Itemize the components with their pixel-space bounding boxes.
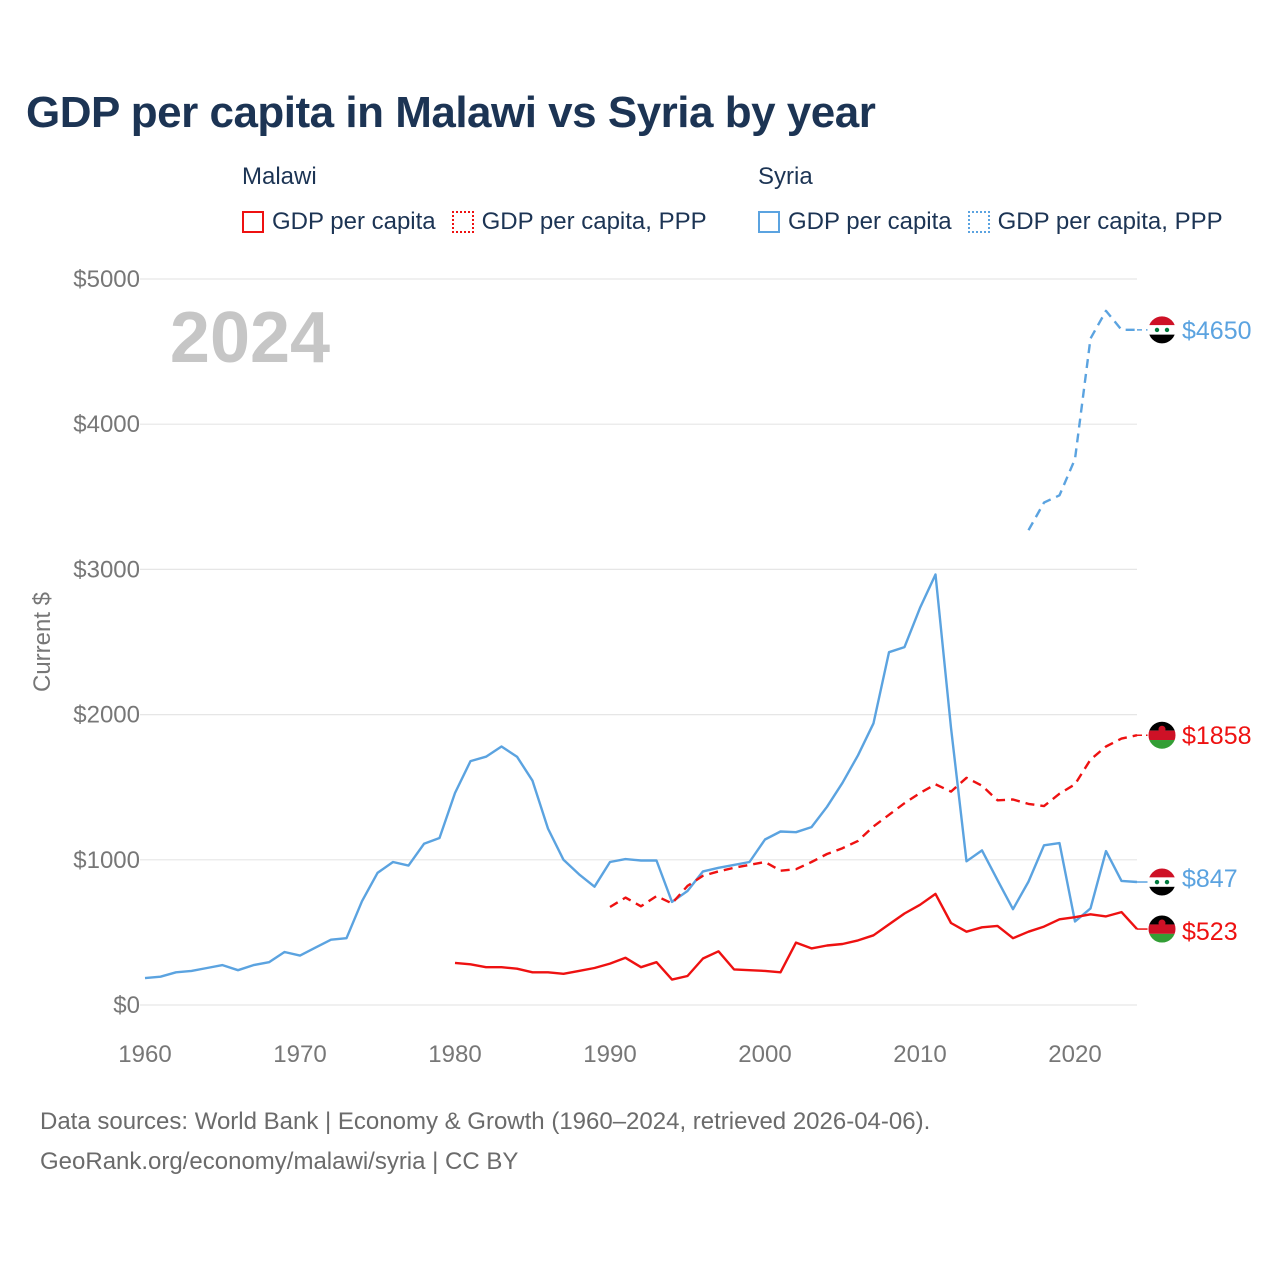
y-tick-label: $1000 [73, 847, 140, 874]
malawi-gdp-ppp-line [609, 734, 1138, 909]
syria-flag-icon [1147, 867, 1177, 897]
legend-country-syria: Syria [758, 163, 813, 190]
malawi-flag-icon [1147, 914, 1177, 944]
y-tick-label: $3000 [73, 556, 140, 583]
legend-swatch-solid-red [242, 211, 264, 233]
legend-country-malawi: Malawi [242, 163, 317, 190]
malawi-gdp-line [454, 892, 1138, 981]
x-tick-label: 2010 [893, 1041, 946, 1068]
grid-lines [140, 278, 1137, 1006]
chart-title: GDP per capita in Malawi vs Syria by yea… [26, 88, 876, 137]
legend-swatch-dotted-blue [967, 211, 990, 233]
y-tick-label: $0 [113, 992, 140, 1019]
end-value-label: $523 [1182, 918, 1238, 946]
syria-flag-icon [1147, 315, 1177, 345]
y-tick-label: $2000 [73, 702, 140, 729]
syria-gdp-ppp-line [1027, 309, 1137, 531]
legend-malawi: Malawi GDP per capita GDP per capita, PP… [242, 160, 723, 236]
end-labels: $847 $4650 $523 $1858 [1137, 315, 1252, 946]
end-value-label: $4650 [1182, 317, 1252, 345]
end-value-label: $847 [1182, 865, 1238, 893]
x-tick-label: 1990 [583, 1041, 636, 1068]
legend-item-syria-gdp-ppp[interactable]: GDP per capita, PPP [967, 208, 1223, 236]
legend-syria: Syria GDP per capita GDP per capita, PPP [758, 160, 1239, 236]
legend-label: GDP per capita, PPP [997, 208, 1223, 235]
legend-swatch-dotted-red [451, 211, 474, 233]
malawi-flag-icon [1147, 720, 1177, 750]
current-year-watermark: 2024 [170, 298, 330, 378]
line-chart: 2024 Current $ $0 $1000 $2000 $3000 $4000 $50… [29, 266, 1252, 1068]
y-tick-label: $4000 [73, 411, 140, 438]
legend-item-malawi-gdp-ppp[interactable]: GDP per capita, PPP [451, 208, 707, 236]
y-axis: $0 $1000 $2000 $3000 $4000 $5000 [73, 266, 140, 1019]
x-axis: 1960 1970 1980 1990 2000 2010 2020 [118, 1041, 1101, 1068]
syria-gdp-line [144, 573, 1138, 980]
source-line-1: Data sources: World Bank | Economy & Gro… [40, 1108, 931, 1135]
y-tick-label: $5000 [73, 266, 140, 293]
legend-item-syria-gdp[interactable]: GDP per capita [758, 208, 952, 236]
x-tick-label: 2000 [738, 1041, 791, 1068]
legend-label: GDP per capita, PPP [481, 208, 707, 235]
x-tick-label: 2020 [1048, 1041, 1101, 1068]
legend-item-malawi-gdp[interactable]: GDP per capita [242, 208, 436, 236]
series-lines [144, 309, 1138, 981]
legend-label: GDP per capita [788, 208, 952, 235]
source-line-2[interactable]: GeoRank.org/economy/malawi/syria | CC BY [40, 1148, 519, 1175]
x-tick-label: 1960 [118, 1041, 171, 1068]
legend-label: GDP per capita [272, 208, 436, 235]
y-axis-label: Current $ [29, 592, 56, 692]
x-tick-label: 1970 [273, 1041, 326, 1068]
legend-swatch-solid-blue [758, 211, 780, 233]
x-tick-label: 1980 [428, 1041, 481, 1068]
end-value-label: $1858 [1182, 722, 1252, 750]
